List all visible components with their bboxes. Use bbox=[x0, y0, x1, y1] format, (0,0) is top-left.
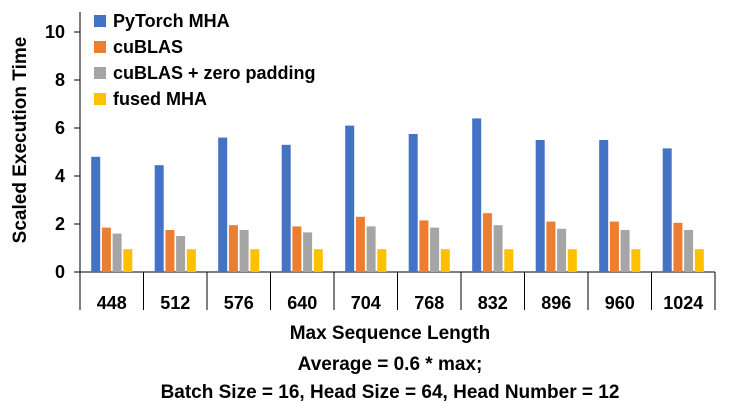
plot-area: 0 2 4 6 8 10 448 512 576 640 704 768 832 896 960 1024 bbox=[45, 12, 716, 313]
legend: PyTorch MHA cuBLAS cuBLAS + zero padding fu… bbox=[94, 11, 316, 109]
y-tick-label: 6 bbox=[55, 118, 65, 138]
x-tick-label: 448 bbox=[97, 293, 127, 313]
y-tick-label: 10 bbox=[45, 22, 65, 42]
bar bbox=[694, 249, 704, 272]
x-tick-label: 832 bbox=[478, 293, 508, 313]
bar bbox=[684, 230, 694, 272]
bar bbox=[482, 213, 492, 272]
bar bbox=[355, 216, 365, 272]
x-tick-label: 896 bbox=[541, 293, 571, 313]
bar bbox=[662, 148, 672, 272]
caption-line-2: Batch Size = 16, Head Size = 64, Head Nu… bbox=[161, 382, 620, 403]
bar bbox=[101, 227, 111, 272]
y-tick-label: 8 bbox=[55, 70, 65, 90]
legend-swatch bbox=[94, 93, 106, 105]
x-tick-label: 512 bbox=[160, 293, 190, 313]
x-tick-label: 576 bbox=[224, 293, 254, 313]
y-axis-label: Scaled Execution Time bbox=[10, 37, 31, 244]
bar bbox=[112, 233, 122, 272]
x-axis-label: Max Sequence Length bbox=[290, 323, 491, 344]
bar bbox=[419, 220, 429, 272]
bar bbox=[239, 230, 249, 272]
legend-label: fused MHA bbox=[113, 89, 207, 109]
bar bbox=[91, 156, 101, 272]
bar bbox=[493, 225, 503, 272]
bar bbox=[303, 232, 313, 272]
bar bbox=[345, 125, 355, 272]
bar bbox=[228, 225, 238, 272]
bar bbox=[176, 236, 186, 272]
legend-swatch bbox=[94, 41, 106, 53]
bar bbox=[599, 140, 609, 272]
bar bbox=[123, 249, 133, 272]
bar bbox=[186, 249, 196, 272]
legend-label: cuBLAS bbox=[113, 37, 183, 57]
caption-line-1: Average = 0.6 * max; bbox=[298, 354, 483, 375]
bar bbox=[154, 165, 164, 272]
bar bbox=[250, 249, 260, 272]
bar bbox=[313, 249, 323, 272]
bar bbox=[609, 221, 619, 272]
legend-label: cuBLAS + zero padding bbox=[113, 63, 316, 83]
x-tick-label: 1024 bbox=[663, 293, 703, 313]
bar bbox=[557, 228, 567, 272]
y-tick-label: 4 bbox=[55, 166, 65, 186]
bar bbox=[281, 144, 291, 272]
x-tick-label: 704 bbox=[351, 293, 381, 313]
bar bbox=[430, 227, 440, 272]
legend-swatch bbox=[94, 15, 106, 27]
x-tick-label: 768 bbox=[414, 293, 444, 313]
bar bbox=[673, 222, 683, 272]
y-tick-label: 0 bbox=[55, 262, 65, 282]
bar bbox=[631, 249, 641, 272]
legend-swatch bbox=[94, 67, 106, 79]
bar bbox=[546, 221, 556, 272]
x-tick-label: 960 bbox=[605, 293, 635, 313]
bar bbox=[472, 118, 482, 273]
bar bbox=[620, 230, 630, 272]
bar bbox=[165, 230, 175, 272]
legend-label: PyTorch MHA bbox=[113, 11, 230, 31]
bar bbox=[366, 226, 376, 272]
y-tick-label: 2 bbox=[55, 214, 65, 234]
bar bbox=[535, 140, 545, 272]
bar bbox=[377, 249, 387, 272]
x-tick-label: 640 bbox=[287, 293, 317, 313]
bar bbox=[440, 249, 450, 272]
bar bbox=[408, 134, 418, 272]
bar bbox=[504, 249, 514, 272]
bar bbox=[567, 249, 577, 272]
bar bbox=[292, 226, 302, 272]
bar bbox=[218, 137, 228, 272]
